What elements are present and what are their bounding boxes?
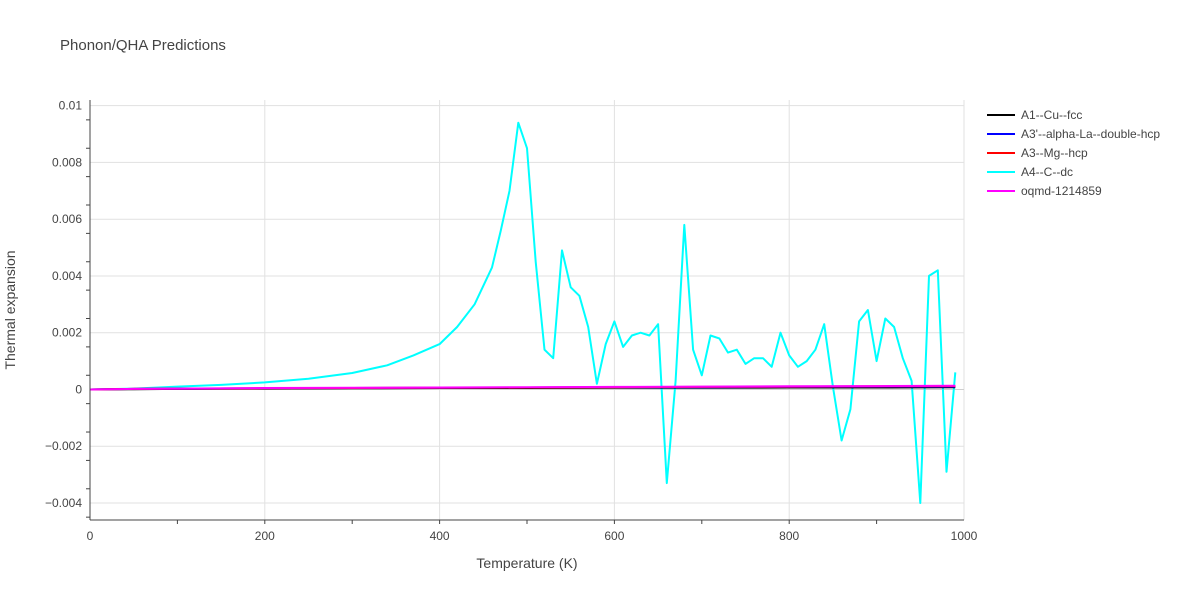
legend-label-4: oqmd-1214859	[1021, 184, 1102, 198]
y-tick-label: −0.004	[45, 496, 82, 510]
series-line-4	[89, 384, 956, 391]
y-tick-label: 0.002	[52, 326, 82, 340]
grid	[90, 100, 965, 520]
y-tick-label: 0	[75, 382, 82, 396]
y-tick-label: 0.006	[52, 212, 82, 226]
x-axis-ticks: 0 200 400 600 800 1000	[87, 529, 978, 543]
x-tick-label: 1000	[951, 529, 978, 543]
x-tick-label: 200	[255, 529, 275, 543]
series-group	[89, 121, 957, 504]
x-tick-label: 600	[604, 529, 624, 543]
y-tick-label: 0.008	[52, 155, 82, 169]
series-line-3	[89, 121, 957, 504]
legend: A1--Cu--fcc A3'--alpha-La--double-hcp A3--…	[987, 108, 1160, 198]
x-tick-label: 0	[87, 529, 94, 543]
x-tick-label: 800	[779, 529, 799, 543]
legend-label-3: A4--C--dc	[1021, 165, 1073, 179]
chart-title: Phonon/QHA Predictions	[60, 37, 226, 54]
y-axis-title: Thermal expansion	[2, 250, 18, 369]
y-axis-ticks: −0.004 −0.002 0 0.002 0.004 0.006 0.008 0.01	[45, 99, 82, 510]
x-axis-title: Temperature (K)	[476, 555, 577, 571]
legend-label-0: A1--Cu--fcc	[1021, 108, 1082, 122]
y-tick-label: 0.01	[59, 99, 83, 113]
legend-label-2: A3--Mg--hcp	[1021, 146, 1088, 160]
axes	[86, 100, 964, 524]
legend-label-1: A3'--alpha-La--double-hcp	[1021, 127, 1160, 141]
y-tick-label: 0.004	[52, 269, 82, 283]
x-tick-label: 400	[430, 529, 450, 543]
y-tick-label: −0.002	[45, 439, 82, 453]
